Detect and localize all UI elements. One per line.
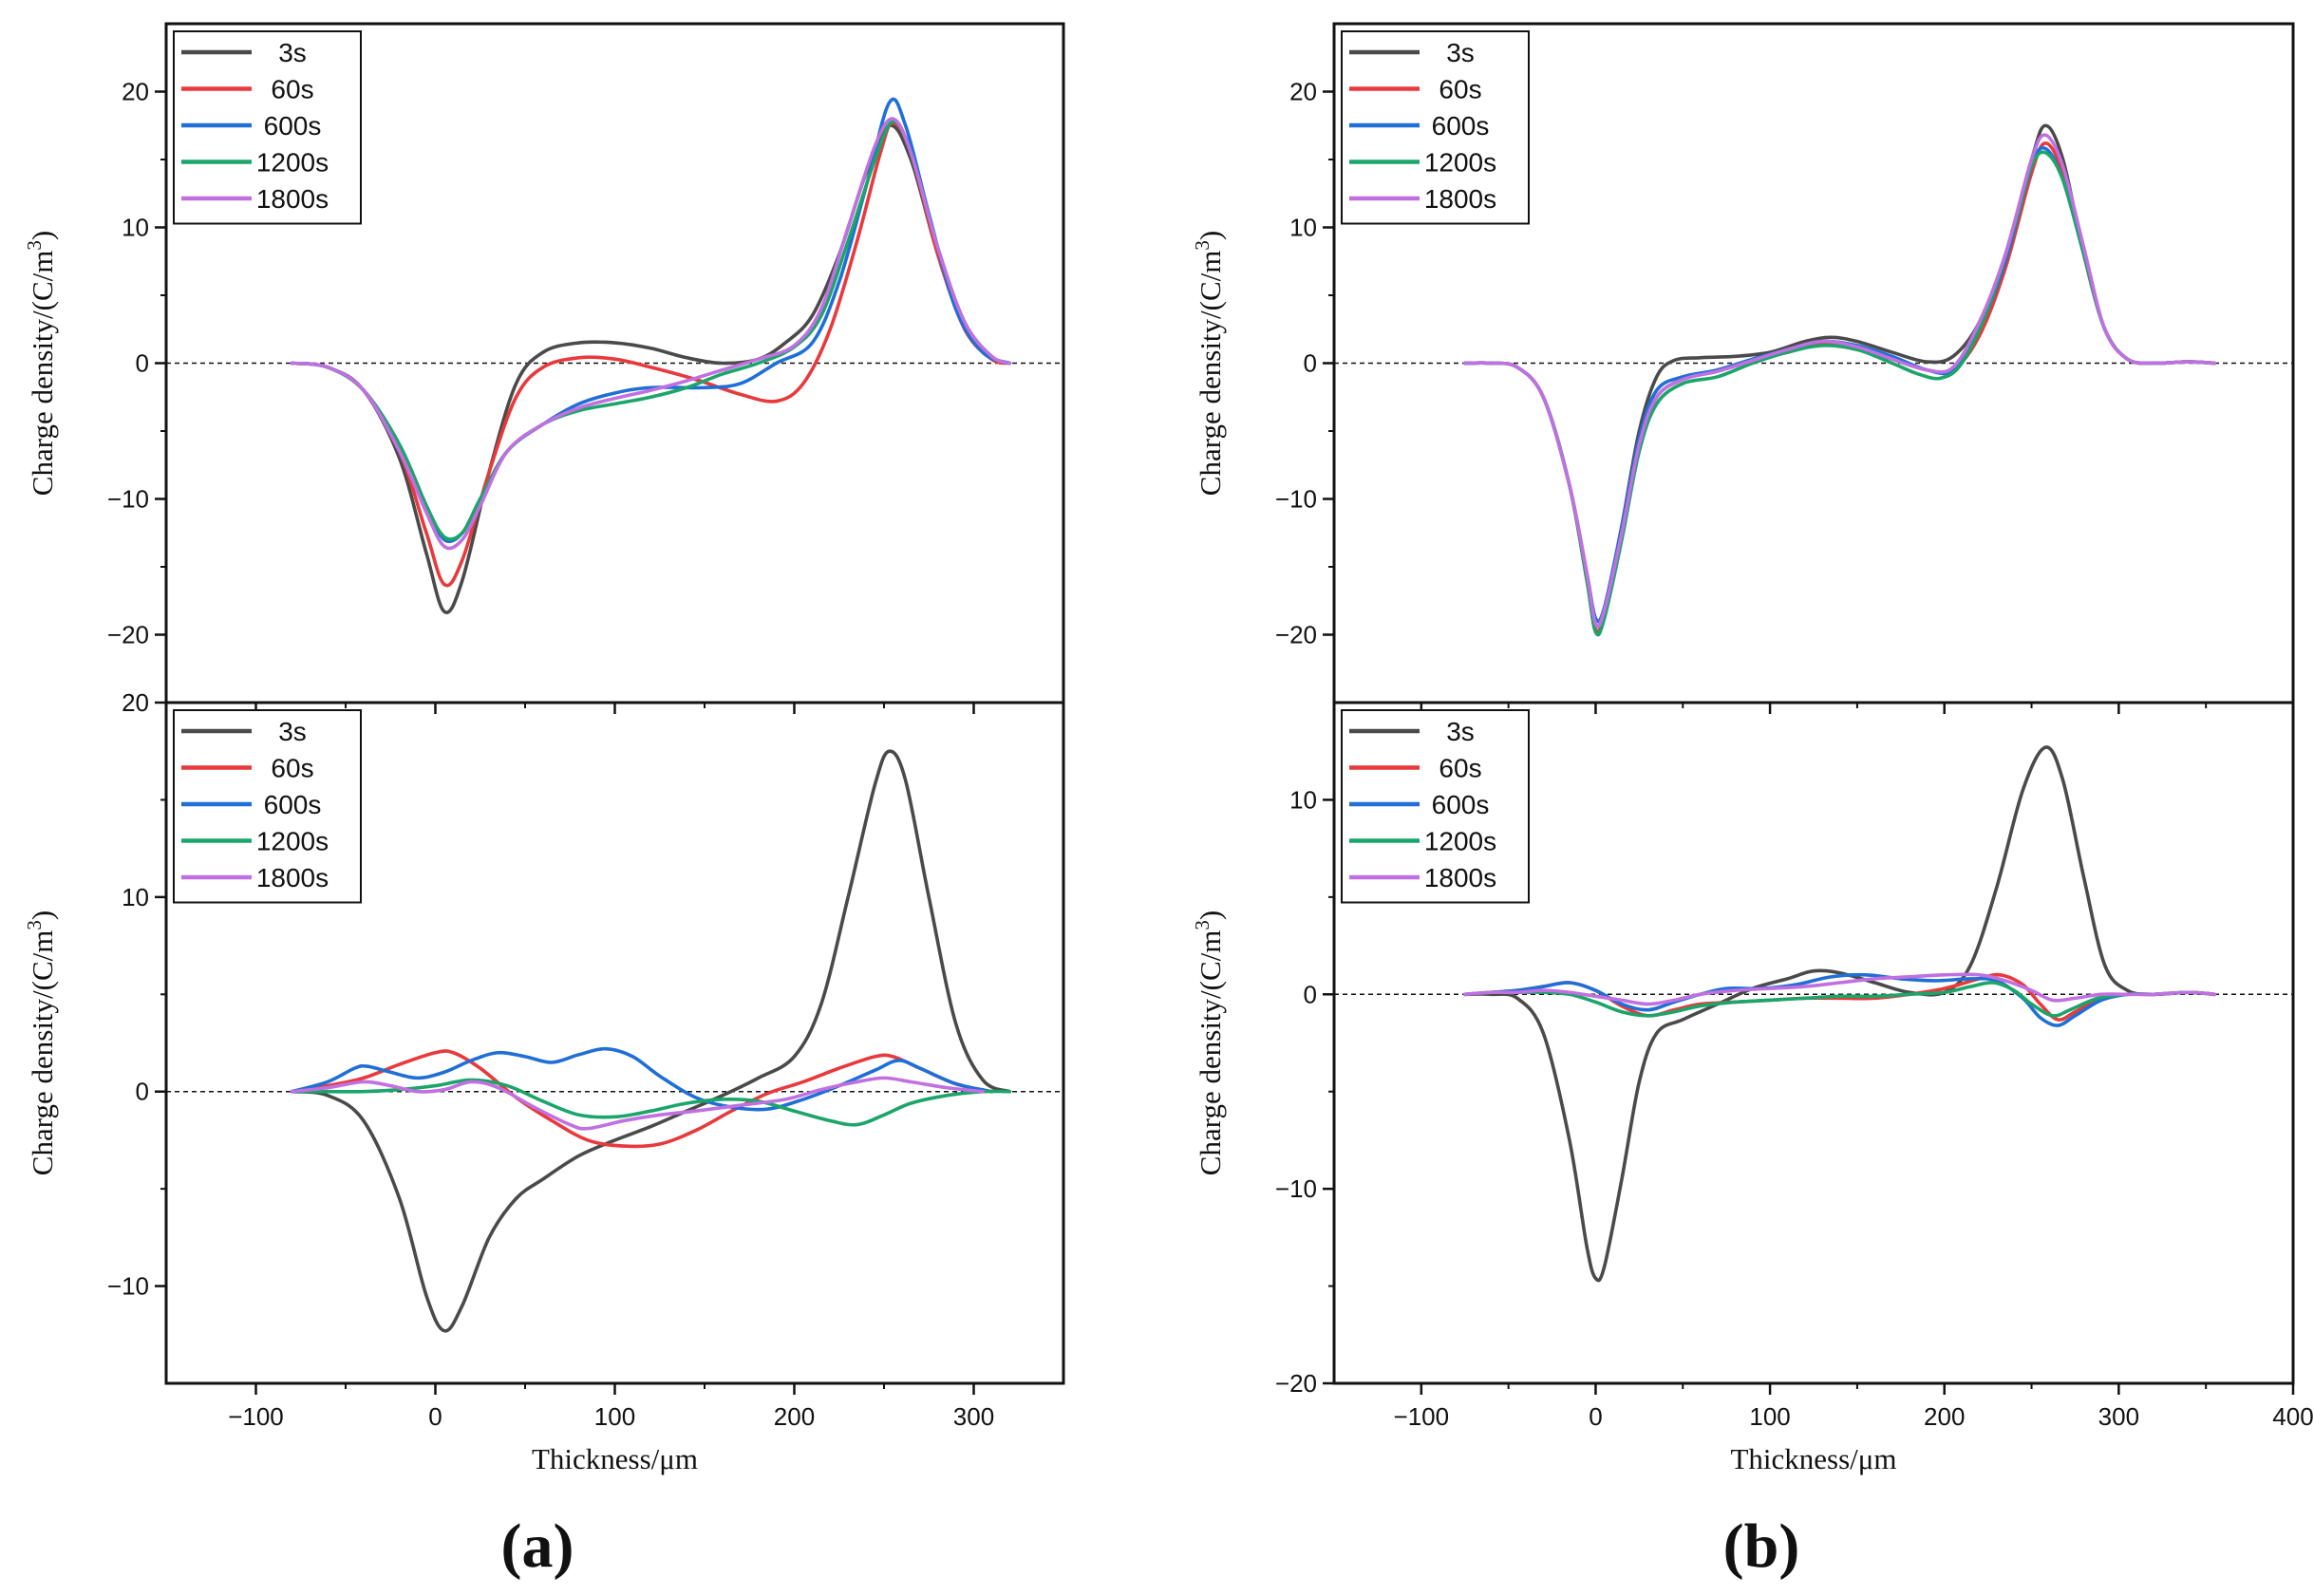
y-tick-label: −20 (107, 621, 149, 649)
legend-label-1800s: 1800s (1424, 184, 1496, 214)
y-tick-label: −10 (1275, 485, 1317, 514)
series-line-1200s (290, 1078, 1012, 1127)
y-tick-label: −20 (1275, 621, 1317, 649)
legend-label-1200s: 1200s (1424, 827, 1496, 856)
legend-label-3s: 3s (278, 38, 307, 67)
y-tick-label: 0 (136, 1078, 149, 1106)
legend-label-3s: 3s (1446, 38, 1475, 67)
series-line-3s (1462, 745, 2217, 1283)
legend: 3s 60s 600s 1200s 1800s (1341, 30, 1530, 225)
legend-label-600s: 600s (1432, 790, 1490, 819)
chart-panel-b-top: −20 −10 0 10 20 Charge density/(C/m3) 3s 60s 600… (1191, 22, 2295, 714)
series-group (290, 749, 1012, 1333)
y-tick-label: 10 (1289, 785, 1317, 814)
legend-label-1200s: 1200s (1424, 148, 1496, 178)
y-tick-label: 0 (1304, 349, 1317, 378)
series-line-60s (290, 1049, 994, 1149)
y-tick-label: 10 (1289, 214, 1317, 242)
y-tick-label: −10 (107, 485, 149, 514)
plot-frame (1332, 701, 2295, 1385)
y-tick-label: 10 (122, 883, 149, 911)
series-line-1800s (1462, 972, 2217, 1006)
y-tick-label: 0 (136, 349, 149, 378)
panel-label-b: (b) (1723, 1512, 1800, 1581)
series-line-1200s (290, 120, 1012, 541)
series-group (1462, 745, 2217, 1283)
y-tick-label: 10 (122, 214, 149, 242)
legend-label-3s: 3s (1446, 717, 1475, 746)
y-tick-label: 0 (1304, 980, 1317, 1008)
series-line-600s (290, 97, 1012, 544)
x-tick-label: 300 (953, 1402, 994, 1431)
series-line-3s (290, 123, 1012, 614)
legend-label-60s: 60s (271, 754, 313, 783)
y-tick-label: 20 (122, 688, 149, 717)
series-line-1800s (1462, 133, 2217, 629)
series-line-60s (1462, 141, 2217, 634)
legend-label-60s: 60s (1439, 754, 1481, 783)
y-tick-label: 20 (1289, 78, 1317, 106)
series-line-600s (1462, 972, 2217, 1027)
y-tick-label: −20 (1275, 1369, 1317, 1398)
series-line-1200s (1462, 150, 2217, 637)
x-tick-label: −100 (1394, 1402, 1450, 1431)
x-tick-label: −100 (228, 1402, 284, 1431)
series-line-60s (290, 121, 1012, 588)
x-tick-label: 300 (2098, 1402, 2139, 1431)
legend: 3s 60s 600s 1200s 1800s (1341, 709, 1530, 904)
legend-label-60s: 60s (271, 75, 313, 104)
legend-label-1200s: 1200s (256, 148, 329, 178)
y-axis-title: Charge density/(C/m3) (1191, 231, 1227, 496)
series-line-3s (290, 749, 1012, 1333)
legend-label-600s: 600s (264, 790, 322, 819)
y-tick-label: 20 (122, 78, 149, 106)
series-line-1800s (290, 1076, 985, 1131)
series-line-1800s (290, 117, 1012, 551)
legend-label-1800s: 1800s (256, 863, 329, 892)
series-line-600s (290, 1046, 994, 1112)
legend-label-3s: 3s (278, 717, 307, 746)
legend-label-1200s: 1200s (256, 827, 329, 856)
x-tick-label: 0 (428, 1402, 442, 1431)
x-tick-label: 0 (1589, 1402, 1602, 1431)
legend-label-600s: 600s (264, 111, 322, 141)
legend: 3s 60s 600s 1200s 1800s (173, 30, 362, 225)
y-axis-title: Charge density/(C/m3) (23, 231, 59, 496)
chart-panel-a-top: −20 −10 0 10 20 Charge density/(C/m3) 3s 60s 600… (23, 22, 1065, 714)
x-tick-label: 100 (1749, 1402, 1790, 1431)
y-tick-label: −10 (107, 1272, 149, 1301)
y-axis-title: Charge density/(C/m3) (1191, 911, 1227, 1175)
panel-label-a: (a) (501, 1512, 574, 1581)
legend-label-1800s: 1800s (1424, 863, 1496, 892)
series-group (1462, 123, 2217, 637)
y-tick-label: −10 (1275, 1174, 1317, 1203)
legend-label-600s: 600s (1432, 111, 1490, 141)
x-tick-label: 400 (2272, 1402, 2313, 1431)
x-axis-title: Thickness/μm (532, 1442, 698, 1475)
y-axis-title: Charge density/(C/m3) (23, 911, 59, 1175)
x-tick-label: 100 (594, 1402, 635, 1431)
x-tick-label: 200 (1924, 1402, 1965, 1431)
x-axis-title: Thickness/μm (1730, 1442, 1896, 1475)
legend: 3s 60s 600s 1200s 1800s (173, 709, 362, 904)
legend-label-60s: 60s (1439, 75, 1481, 104)
x-tick-label: 200 (774, 1402, 815, 1431)
series-line-600s (1462, 145, 2217, 624)
series-line-3s (1462, 123, 2217, 636)
series-group (290, 97, 1012, 614)
series-line-1200s (1462, 981, 2217, 1018)
legend-label-1800s: 1800s (256, 184, 329, 214)
